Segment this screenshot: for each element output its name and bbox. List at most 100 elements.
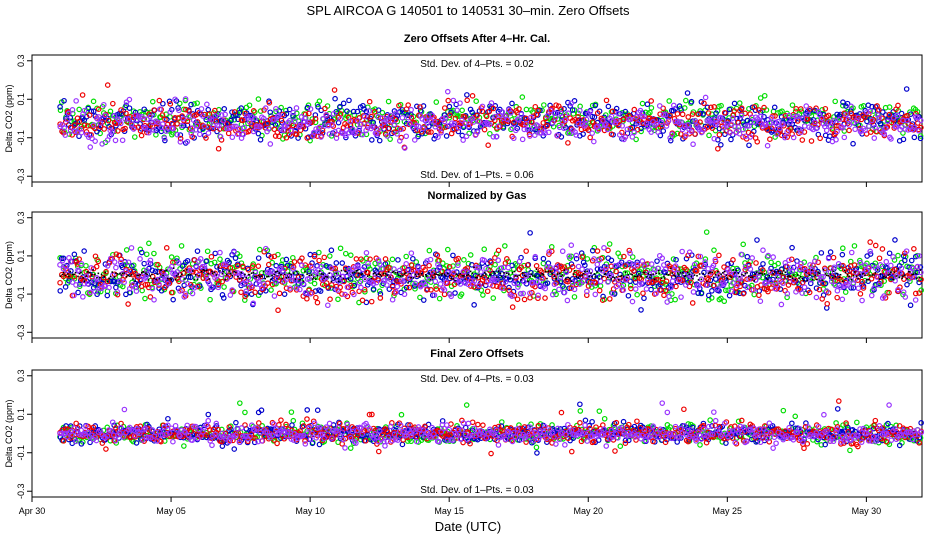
data-point <box>834 294 840 301</box>
data-point <box>283 134 290 141</box>
data-point <box>265 261 272 268</box>
data-point <box>613 277 616 279</box>
data-point <box>429 112 435 119</box>
data-point <box>909 270 911 273</box>
data-point <box>125 301 131 307</box>
data-point <box>189 133 195 140</box>
data-point <box>747 266 754 272</box>
data-point <box>862 262 868 268</box>
data-point <box>547 264 553 271</box>
data-point <box>207 296 213 303</box>
data-point <box>609 108 616 115</box>
data-point <box>752 277 759 283</box>
data-point <box>128 245 135 251</box>
data-point <box>441 287 448 293</box>
data-point <box>184 278 186 280</box>
data-point <box>322 105 328 112</box>
data-point <box>794 113 801 120</box>
data-point <box>862 114 868 120</box>
data-point <box>471 278 478 284</box>
data-point <box>229 287 235 293</box>
data-point <box>231 249 237 255</box>
data-point <box>672 296 678 303</box>
data-point <box>62 284 69 290</box>
data-point <box>697 119 703 125</box>
data-point <box>277 265 284 271</box>
data-point <box>311 280 318 287</box>
data-point <box>181 122 187 129</box>
data-point <box>295 277 302 284</box>
data-point <box>612 263 618 269</box>
data-point <box>753 280 755 282</box>
data-point <box>351 130 357 137</box>
data-point <box>441 291 448 298</box>
data-point <box>843 269 846 272</box>
data-point <box>718 102 724 109</box>
data-point <box>488 100 495 106</box>
data-point <box>701 100 707 107</box>
data-point <box>749 276 752 279</box>
data-point <box>83 273 90 279</box>
data-point <box>408 106 414 113</box>
data-point <box>353 256 360 262</box>
data-point <box>208 117 215 123</box>
data-point <box>841 134 848 141</box>
data-point <box>888 262 894 269</box>
data-point <box>634 261 640 268</box>
data-point <box>544 271 547 273</box>
data-point <box>204 124 211 130</box>
data-point <box>791 277 794 280</box>
data-point <box>893 271 896 274</box>
data-point <box>446 103 453 110</box>
data-point <box>269 281 276 288</box>
data-point <box>411 137 418 143</box>
data-point <box>186 113 192 119</box>
data-point <box>789 268 796 274</box>
data-point <box>409 272 411 275</box>
data-point <box>667 137 674 144</box>
data-point <box>84 280 91 287</box>
data-point <box>591 256 597 262</box>
data-point <box>473 266 475 269</box>
data-point <box>571 286 578 293</box>
data-point <box>519 94 526 100</box>
data-point <box>635 120 641 126</box>
data-point <box>363 250 370 256</box>
data-point <box>864 274 866 277</box>
data-point <box>684 90 691 96</box>
data-point <box>261 275 263 277</box>
data-point <box>90 122 97 128</box>
data-point <box>771 104 778 111</box>
data-point <box>624 271 627 274</box>
data-point <box>316 257 322 264</box>
data-point <box>207 273 209 275</box>
data-point <box>603 273 606 276</box>
data-point <box>147 113 154 120</box>
data-point <box>911 124 917 131</box>
data-point <box>547 107 554 114</box>
data-point <box>509 100 515 107</box>
data-point <box>665 273 668 276</box>
data-point <box>377 125 384 132</box>
data-point <box>721 298 728 305</box>
data-point <box>92 269 94 271</box>
data-point <box>335 272 338 275</box>
data-point <box>688 273 691 276</box>
data-point <box>93 273 96 276</box>
data-point <box>691 261 698 268</box>
data-point <box>201 123 208 130</box>
data-point <box>361 113 368 120</box>
data-point <box>816 286 823 293</box>
data-point <box>187 281 194 288</box>
data-point <box>591 275 593 278</box>
data-point <box>426 247 433 254</box>
data-point <box>167 101 174 107</box>
data-point <box>759 267 766 273</box>
data-point <box>575 275 578 278</box>
data-point <box>608 257 615 264</box>
data-point <box>113 123 119 129</box>
data-point <box>520 290 526 297</box>
data-point <box>647 109 653 116</box>
data-point <box>564 297 571 304</box>
